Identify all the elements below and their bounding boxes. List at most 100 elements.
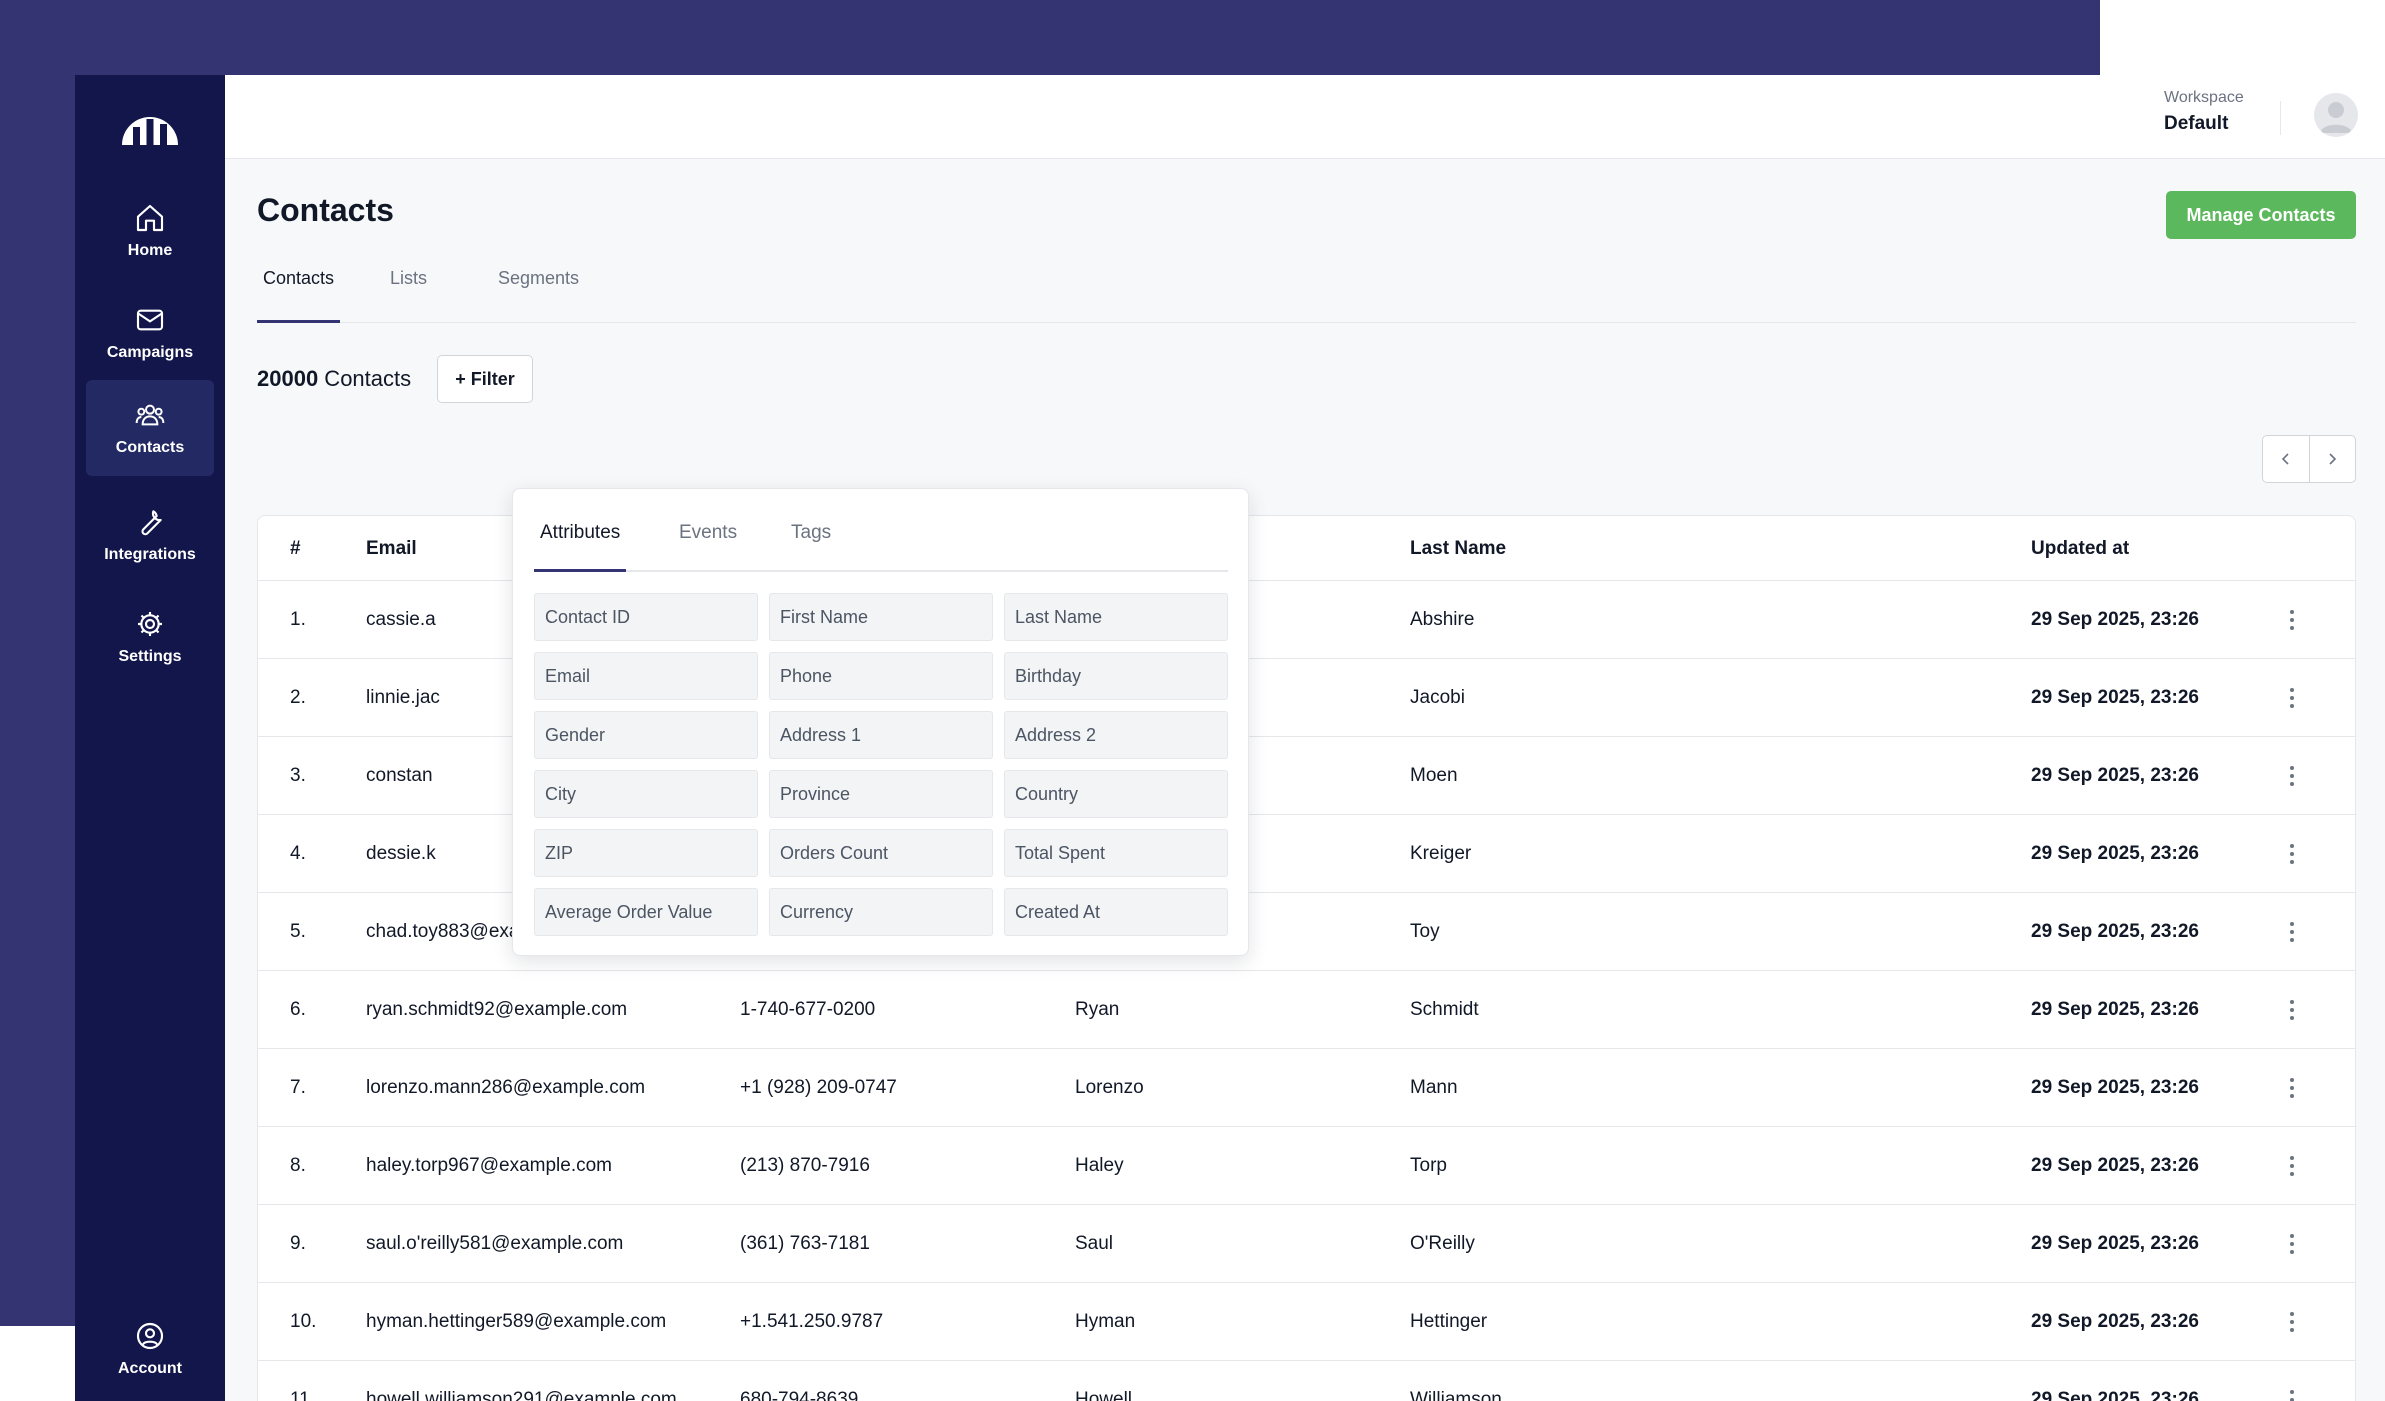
workspace-switcher[interactable]: Workspace Default [2164, 89, 2244, 135]
row-actions-icon[interactable] [2282, 996, 2302, 1024]
filter-popover: Attributes Events Tags Contact ID First N… [512, 488, 1249, 956]
table-row[interactable]: 4. dessie.k Kreiger 29 Sep 2025, 23:26 [258, 815, 2355, 893]
table-row[interactable]: 10. hyman.hettinger589@example.com +1.541.… [258, 1283, 2355, 1361]
chevron-left-icon [2281, 453, 2289, 465]
previous-page-button[interactable] [2263, 436, 2309, 482]
home-icon [136, 204, 164, 232]
sidebar-item-contacts[interactable]: Contacts [86, 380, 214, 476]
attribute-option[interactable]: Last Name [1004, 593, 1228, 641]
attribute-option[interactable]: Province [769, 770, 993, 818]
column-header-last-name[interactable]: Last Name [1410, 538, 1507, 559]
sidebar-item-label: Settings [118, 648, 182, 665]
attribute-option[interactable]: Country [1004, 770, 1228, 818]
table-row[interactable]: 6. ryan.schmidt92@example.com 1-740-677-02… [258, 971, 2355, 1049]
email-cell: constan [366, 765, 433, 786]
attribute-option[interactable]: City [534, 770, 758, 818]
attribute-option[interactable]: Gender [534, 711, 758, 759]
column-header-email[interactable]: Email [366, 538, 417, 559]
row-actions-icon[interactable] [2282, 762, 2302, 790]
manage-contacts-button[interactable]: Manage Contacts [2166, 191, 2356, 239]
column-header-updated-at[interactable]: Updated at [2031, 538, 2130, 559]
sidebar-item-account[interactable]: Account [86, 1301, 214, 1397]
attribute-option[interactable]: ZIP [534, 829, 758, 877]
table-row[interactable]: 3. constan Moen 29 Sep 2025, 23:26 [258, 737, 2355, 815]
header-divider [2280, 101, 2281, 135]
first-name-cell: Ryan [1075, 999, 1120, 1020]
row-actions-icon[interactable] [2282, 1152, 2302, 1180]
sidebar-item-label: Contacts [115, 439, 185, 456]
table-row[interactable]: 9. saul.o'reilly581@example.com (361) 763-… [258, 1205, 2355, 1283]
gear-icon [138, 612, 162, 636]
first-name-cell: Howell [1075, 1389, 1133, 1401]
add-filter-button[interactable]: + Filter [437, 355, 533, 403]
last-name-cell: Torp [1410, 1155, 1447, 1176]
page-tabs: Contacts Lists Segments [257, 253, 2356, 323]
chevron-right-icon [2329, 453, 2337, 465]
row-number: 9. [290, 1233, 306, 1254]
tab-contacts[interactable]: Contacts [257, 253, 341, 323]
tab-tags[interactable]: Tags [791, 522, 832, 543]
table-row[interactable]: 2. linnie.jac Jacobi 29 Sep 2025, 23:26 [258, 659, 2355, 737]
page-title: Contacts [257, 192, 394, 228]
sidebar-item-integrations[interactable]: Integrations [86, 487, 214, 583]
sidebar-item-home[interactable]: Home [86, 183, 214, 279]
table-row[interactable]: 1. cassie.a Abshire 29 Sep 2025, 23:26 [258, 581, 2355, 659]
table-row[interactable]: 7. lorenzo.mann286@example.com +1 (928) 20… [258, 1049, 2355, 1127]
attribute-option[interactable]: Email [534, 652, 758, 700]
sidebar-item-label: Campaigns [106, 344, 194, 361]
tab-segments[interactable]: Segments [498, 268, 580, 288]
row-actions-icon[interactable] [2282, 918, 2302, 946]
row-number: 4. [290, 843, 306, 864]
row-number: 10. [290, 1311, 317, 1332]
row-actions-icon[interactable] [2282, 606, 2302, 634]
attribute-option[interactable]: Average Order Value [534, 888, 758, 936]
sidebar-item-campaigns[interactable]: Campaigns [86, 285, 214, 381]
email-cell: cassie.a [366, 609, 436, 630]
last-name-cell: Mann [1410, 1077, 1458, 1098]
sidebar-item-settings[interactable]: Settings [86, 589, 214, 685]
row-actions-icon[interactable] [2282, 1230, 2302, 1258]
email-cell: howell.williamson291@example.com [366, 1389, 677, 1401]
bar-chart-dome-logo[interactable] [121, 105, 179, 147]
row-actions-icon[interactable] [2282, 840, 2302, 868]
next-page-button[interactable] [2308, 436, 2356, 482]
row-actions-icon[interactable] [2282, 1074, 2302, 1102]
top-header: Workspace Default [225, 75, 2385, 159]
first-name-cell: Haley [1075, 1155, 1124, 1176]
attribute-option[interactable]: Total Spent [1004, 829, 1228, 877]
attribute-option[interactable]: First Name [769, 593, 993, 641]
last-name-cell: Schmidt [1410, 999, 1479, 1020]
attribute-option[interactable]: Address 1 [769, 711, 993, 759]
tab-attributes[interactable]: Attributes [534, 489, 627, 572]
row-actions-icon[interactable] [2282, 684, 2302, 712]
row-number: 1. [290, 609, 306, 630]
phone-cell: (361) 763-7181 [740, 1233, 870, 1254]
attribute-option[interactable]: Created At [1004, 888, 1228, 936]
table-row[interactable]: 11. howell.williamson291@example.com 680-7… [258, 1361, 2355, 1401]
updated-at-cell: 29 Sep 2025, 23:26 [2031, 1389, 2199, 1401]
pagination [2262, 435, 2356, 483]
tab-events[interactable]: Events [679, 522, 738, 543]
table-header: # Email Last Name Updated at [258, 516, 2355, 581]
attribute-option[interactable]: Birthday [1004, 652, 1228, 700]
updated-at-cell: 29 Sep 2025, 23:26 [2031, 843, 2199, 864]
first-name-cell: Saul [1075, 1233, 1114, 1254]
attribute-option[interactable]: Orders Count [769, 829, 993, 877]
workspace-label: Workspace [2164, 89, 2244, 106]
row-number: 5. [290, 921, 306, 942]
updated-at-cell: 29 Sep 2025, 23:26 [2031, 999, 2199, 1020]
tab-lists[interactable]: Lists [390, 268, 428, 288]
attribute-option[interactable]: Phone [769, 652, 993, 700]
attribute-option[interactable]: Currency [769, 888, 993, 936]
row-actions-icon[interactable] [2282, 1386, 2302, 1401]
sidebar-item-label: Home [127, 242, 173, 259]
avatar[interactable] [2314, 93, 2358, 137]
row-actions-icon[interactable] [2282, 1308, 2302, 1336]
attribute-option[interactable]: Contact ID [534, 593, 758, 641]
updated-at-cell: 29 Sep 2025, 23:26 [2031, 687, 2199, 708]
last-name-cell: Moen [1410, 765, 1458, 786]
user-avatar-icon [2320, 102, 2352, 133]
attribute-option[interactable]: Address 2 [1004, 711, 1228, 759]
last-name-cell: Abshire [1410, 609, 1475, 630]
table-row[interactable]: 8. haley.torp967@example.com (213) 870-791… [258, 1127, 2355, 1205]
